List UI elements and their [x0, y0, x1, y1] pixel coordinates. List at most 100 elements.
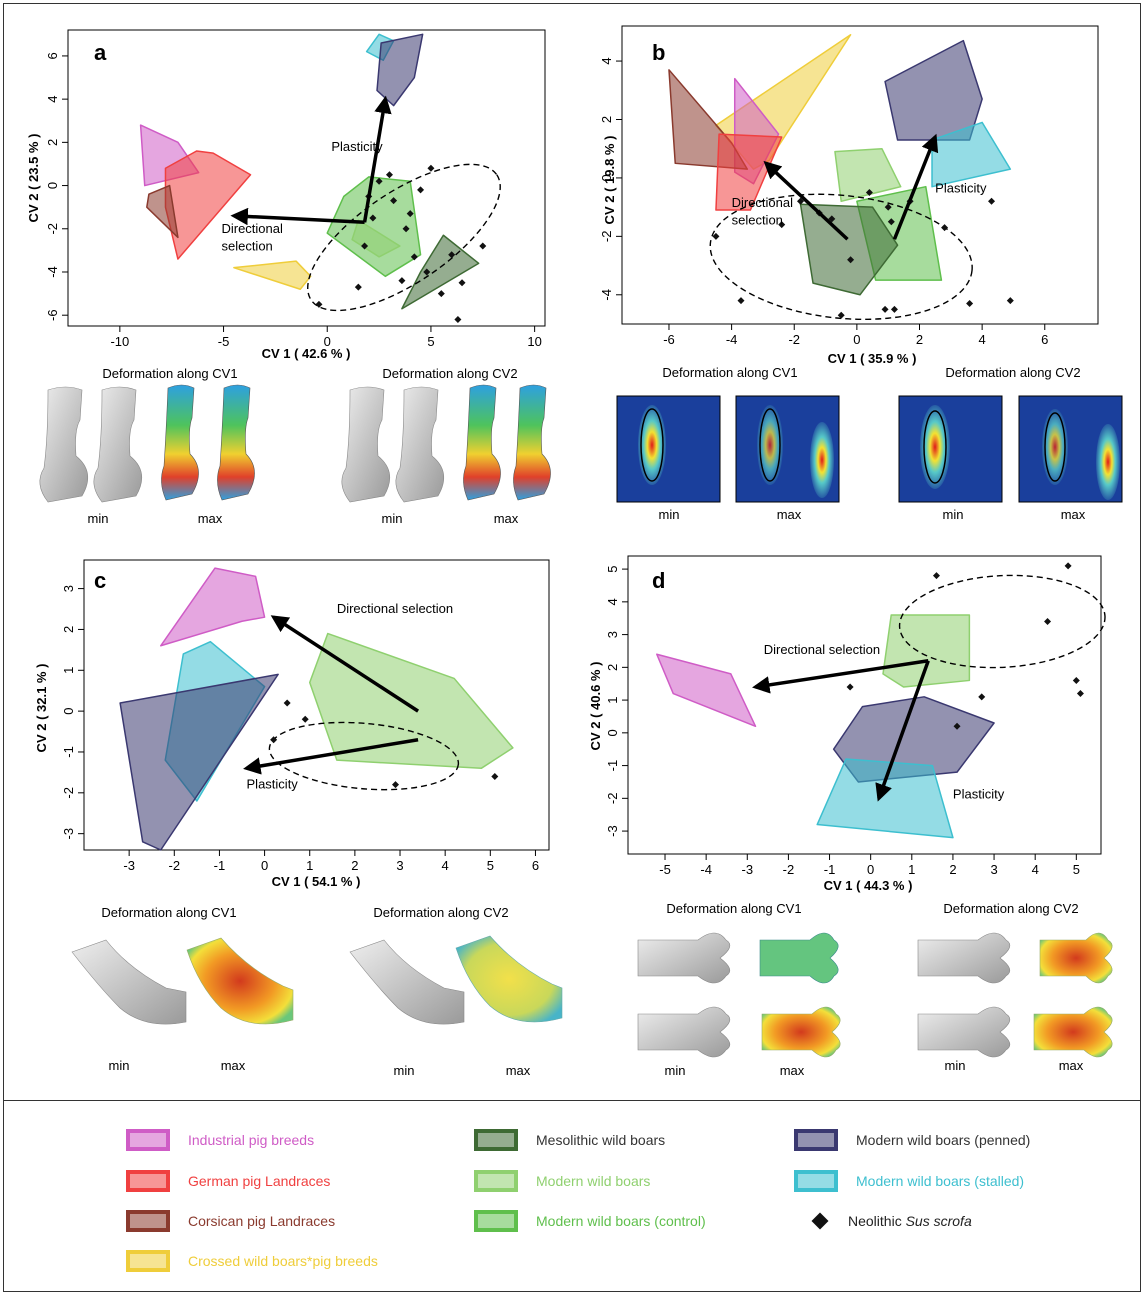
x-tick-label-c: -2 — [169, 858, 181, 873]
legend-item-crossed: Crossed wild boars*pig breeds — [126, 1248, 378, 1274]
plot-frame-d — [627, 555, 1102, 855]
trend-arrow-d-1 — [875, 660, 930, 802]
y-tick-label-a: 2 — [45, 139, 60, 146]
legend-item-mesolithic: Mesolithic wild boars — [474, 1127, 665, 1153]
x-tick-label-b: 6 — [1041, 332, 1048, 347]
neolithic-point-a — [354, 283, 362, 291]
legend-label-crossed: Crossed wild boars*pig breeds — [188, 1253, 378, 1269]
annotation-b: Directional — [732, 195, 794, 210]
neolithic-point-d — [953, 722, 961, 730]
min-label-b1: min — [659, 507, 680, 522]
panel-label-d: d — [652, 568, 665, 593]
bone-color-2-a — [463, 384, 551, 501]
neolithic-point-a — [369, 214, 377, 222]
y-tick-label-a: -4 — [45, 266, 60, 278]
y-tick-label-b: 0 — [599, 174, 614, 181]
y-tick-label-a: 4 — [45, 96, 60, 103]
annotation-a: Plasticity — [331, 139, 383, 154]
x-tick-label-b: -4 — [726, 332, 738, 347]
trend-arrow-a-0 — [230, 207, 365, 226]
neolithic-point-c — [491, 772, 499, 780]
neolithic-point-a — [479, 242, 487, 250]
x-tick-label-d: 5 — [1073, 862, 1080, 877]
max-label-c2: max — [506, 1063, 531, 1078]
x-tick-label-d: 4 — [1032, 862, 1039, 877]
x-tick-label-d: -4 — [700, 862, 712, 877]
neolithic-point-a — [315, 300, 323, 308]
hull-german-b — [715, 133, 783, 211]
deformation-cv1-label-c: Deformation along CV1 — [101, 905, 236, 920]
legend-label-control: Modern wild boars (control) — [536, 1213, 706, 1229]
neolithic-point-b — [837, 311, 845, 319]
max-label-c1: max — [221, 1058, 246, 1073]
hull-penned-a — [376, 33, 424, 107]
annotation-b: selection — [732, 213, 783, 228]
plot-frame-b — [621, 25, 1099, 325]
x-tick-label-b: 2 — [916, 332, 923, 347]
y-tick-label-b: 4 — [599, 57, 614, 64]
y-tick-label-c: -1 — [61, 746, 76, 758]
annotation-c: Directional selection — [337, 601, 453, 616]
legend-item-modern: Modern wild boars — [474, 1168, 650, 1194]
deformation-cv2-label-c: Deformation along CV2 — [373, 905, 508, 920]
neolithic-point-a — [375, 177, 383, 185]
trend-arrow-c-0 — [270, 615, 420, 713]
confidence-ellipse-b — [709, 193, 973, 321]
panel-a: -10 -5 0 5 10 -6 -4 -2 0 2 4 6 Plasticity Directional… — [26, 29, 551, 526]
trend-arrow-c-1 — [243, 737, 419, 775]
panel-label-c: c — [94, 568, 106, 593]
neolithic-point-d — [978, 693, 986, 701]
hull-modern-a — [351, 219, 401, 258]
figure-frame — [3, 3, 1141, 1292]
deformation-cv2-label-d: Deformation along CV2 — [943, 901, 1078, 916]
neolithic-point-b — [847, 256, 855, 264]
hull-stalled-d — [816, 758, 954, 839]
legend-item-industrial: Industrial pig breeds — [126, 1127, 314, 1153]
annotation-a: selection — [221, 238, 272, 253]
neolithic-point-a — [361, 242, 369, 250]
neolithic-point-b — [865, 189, 873, 197]
neolithic-point-b — [884, 203, 892, 211]
y-tick-label-a: 0 — [45, 182, 60, 189]
y-tick-label-d: -1 — [605, 760, 620, 772]
x-tick-label-d: 3 — [990, 862, 997, 877]
y-tick-label-c: -3 — [61, 828, 76, 840]
annotation-b: Plasticity — [935, 181, 987, 196]
hull-stalled-b — [931, 121, 1012, 188]
neolithic-point-d — [1072, 676, 1080, 684]
legend-item-corsican: Corsican pig Landraces — [126, 1208, 335, 1234]
x-tick-label-a: -10 — [110, 334, 129, 349]
skull-shapes-d — [637, 932, 1113, 1058]
neolithic-point-c — [301, 715, 309, 723]
min-label-d1: min — [665, 1063, 686, 1078]
neolithic-point-a — [402, 225, 410, 233]
min-label-c1: min — [109, 1058, 130, 1073]
neolithic-point-d — [1076, 690, 1084, 698]
x-tick-label-a: 5 — [427, 334, 434, 349]
y-tick-label-a: 6 — [45, 52, 60, 59]
annotation-d: Directional selection — [764, 642, 880, 657]
max-label-a1: max — [198, 511, 223, 526]
x-tick-label-d: -1 — [824, 862, 836, 877]
trend-arrow-d-0 — [752, 659, 929, 694]
x-tick-label-c: 1 — [306, 858, 313, 873]
x-axis-title-a: CV 1 ( 42.6 % ) — [262, 346, 351, 361]
legend-item-control: Modern wild boars (control) — [474, 1208, 706, 1234]
hull-modern-c — [308, 632, 514, 770]
hull-modern-d — [882, 614, 971, 688]
hull-mesolithic-a — [401, 234, 480, 310]
x-tick-label-b: -6 — [663, 332, 675, 347]
max-label-b1: max — [777, 507, 802, 522]
plot-frame-c — [83, 559, 550, 851]
legend-marker-neolithic — [811, 1212, 829, 1230]
x-tick-label-b: -2 — [788, 332, 800, 347]
neolithic-point-b — [1006, 297, 1014, 305]
hull-industrial-c — [159, 567, 266, 647]
x-tick-label-c: -1 — [214, 858, 226, 873]
bone-grey-2-a — [341, 386, 445, 503]
neolithic-point-a — [406, 210, 414, 218]
neolithic-point-b — [966, 300, 974, 308]
hull-penned-c — [119, 673, 279, 851]
y-tick-label-d: -3 — [605, 825, 620, 837]
neolithic-point-d — [846, 683, 854, 691]
